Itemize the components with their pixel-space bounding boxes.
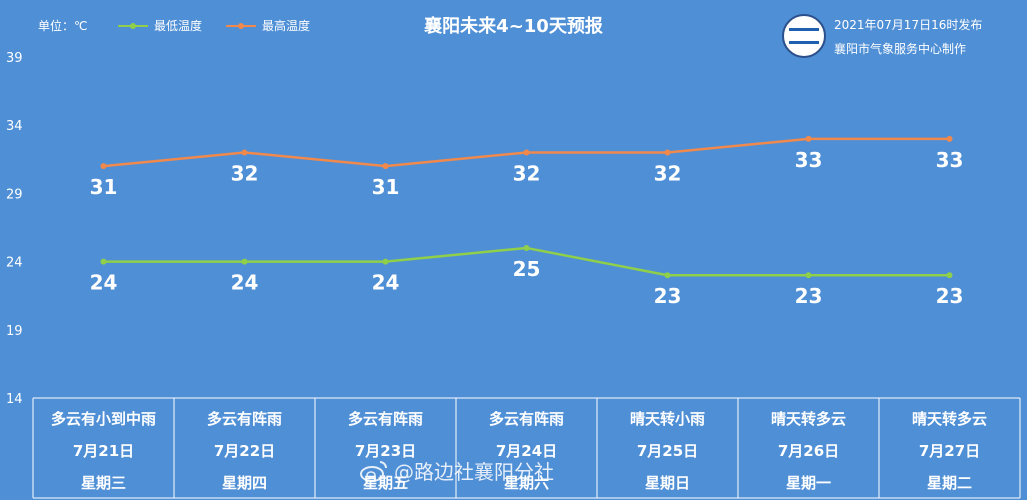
- table-cell-weather: 多云有阵雨: [207, 410, 282, 428]
- data-point-high: [946, 135, 953, 142]
- watermark: @路边社襄阳分社: [360, 456, 554, 485]
- data-point-low: [523, 244, 530, 251]
- y-tick-label: 24: [6, 256, 23, 271]
- data-label-low: 24: [90, 271, 118, 295]
- legend-swatch-high: [226, 22, 256, 29]
- data-label-low: 23: [654, 284, 682, 308]
- data-point-high: [382, 163, 389, 170]
- watermark-text: @路边社襄阳分社: [394, 460, 554, 484]
- data-label-low: 24: [372, 271, 400, 295]
- table-cell-weather: 晴天转多云: [771, 410, 846, 428]
- table-cell-date: 7月24日: [496, 442, 557, 460]
- data-label-high: 33: [936, 148, 964, 172]
- data-point-low: [805, 272, 812, 279]
- data-point-high: [805, 135, 812, 142]
- table-cell-weekday: 星期六: [504, 474, 549, 492]
- chart-title: 襄阳未来4~10天预报: [424, 16, 603, 37]
- table-cell-weekday: 星期一: [786, 474, 831, 492]
- legend-label-low: 最低温度: [154, 19, 203, 33]
- issued-time: 2021年07月17日16时发布: [834, 18, 983, 32]
- data-label-low: 24: [231, 271, 259, 295]
- data-point-high: [100, 163, 107, 170]
- data-label-high: 31: [90, 175, 118, 199]
- legend-item-high: 最高温度: [226, 17, 310, 34]
- maker-label: 襄阳市气象服务中心制作: [834, 42, 967, 56]
- data-point-low: [241, 258, 248, 265]
- xiangyang-meteorology-logo-icon: [782, 14, 826, 58]
- table-cell-date: 7月23日: [355, 442, 416, 460]
- table-cell-date: 7月26日: [778, 442, 839, 460]
- data-point-high: [664, 149, 671, 156]
- weibo-icon: [360, 460, 387, 482]
- series-low: 24 24 24 25 23 23 23: [90, 244, 964, 308]
- table-cell-date: 7月25日: [637, 442, 698, 460]
- data-label-high: 32: [231, 161, 259, 185]
- legend-item-low: 最低温度: [118, 17, 202, 34]
- data-label-high: 32: [654, 161, 682, 185]
- forecast-table: 多云有小到中雨 多云有阵雨 多云有阵雨 多云有阵雨 晴天转小雨 晴天转多云 晴天转多云 7月2…: [32, 397, 1021, 499]
- y-tick-label: 39: [6, 51, 23, 66]
- y-tick-label: 14: [6, 392, 23, 407]
- legend-swatch-low: [118, 22, 148, 29]
- table-cell-date: 7月22日: [214, 442, 275, 460]
- table-cell-weekday: 星期日: [645, 474, 690, 492]
- table-cell-weather: 多云有小到中雨: [51, 410, 156, 428]
- table-cell-weekday: 星期四: [222, 474, 267, 492]
- table-cell-weather: 多云有阵雨: [489, 410, 564, 428]
- table-cell-weather: 多云有阵雨: [348, 410, 423, 428]
- y-tick-label: 19: [6, 324, 23, 339]
- y-tick-label: 29: [6, 187, 23, 202]
- series-group: 24 24 24 25 23 23 23 31 32 31 32 32 33 33: [90, 135, 964, 308]
- table-cell-weekday: 星期五: [363, 474, 408, 492]
- data-point-low: [664, 272, 671, 279]
- legend-label-high: 最高温度: [262, 19, 311, 33]
- table-cell-weather: 晴天转小雨: [630, 410, 705, 428]
- table-cell-weather: 晴天转多云: [912, 410, 987, 428]
- data-label-low: 23: [936, 284, 964, 308]
- table-cell-weekday: 星期二: [927, 474, 972, 492]
- table-cell-weekday: 星期三: [81, 474, 126, 492]
- data-label-low: 25: [513, 257, 541, 281]
- data-point-low: [100, 258, 107, 265]
- data-label-high: 31: [372, 175, 400, 199]
- data-label-high: 32: [513, 161, 541, 185]
- y-axis: 14 19 24 29 34 39: [6, 51, 23, 407]
- data-label-high: 33: [795, 148, 823, 172]
- y-tick-label: 34: [6, 119, 23, 134]
- unit-label: 单位：℃: [38, 19, 88, 33]
- table-cell-date: 7月21日: [73, 442, 134, 460]
- data-point-high: [523, 149, 530, 156]
- data-point-high: [241, 149, 248, 156]
- series-high: 31 32 31 32 32 33 33: [90, 135, 964, 199]
- data-label-low: 23: [795, 284, 823, 308]
- table-cell-date: 7月27日: [919, 442, 980, 460]
- data-point-low: [382, 258, 389, 265]
- data-point-low: [946, 272, 953, 279]
